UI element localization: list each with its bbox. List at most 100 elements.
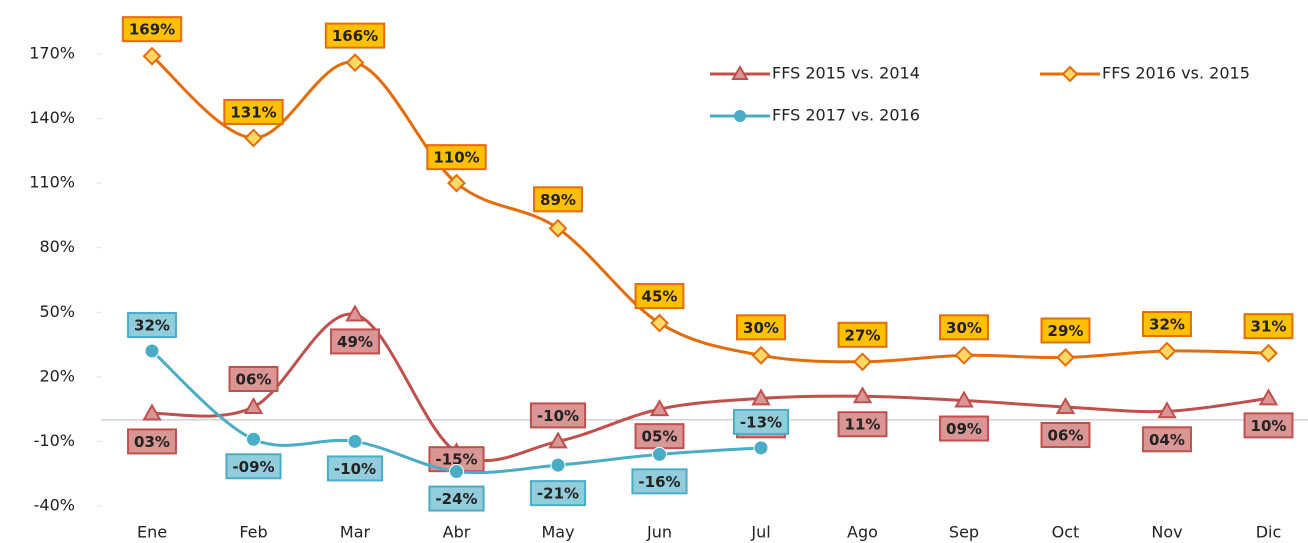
data-label-box <box>225 453 282 480</box>
data-label: 04% <box>1149 431 1185 449</box>
series <box>127 312 790 512</box>
data-label-box <box>529 480 587 507</box>
marker <box>650 313 669 333</box>
marker <box>447 173 466 193</box>
x-tick-label: Nov <box>1151 523 1182 542</box>
data-label: 27% <box>845 326 881 344</box>
x-tick-label: Mar <box>340 523 371 542</box>
data-label: -10% <box>537 407 579 425</box>
marker <box>1157 341 1177 361</box>
data-label: 45% <box>642 288 678 306</box>
marker <box>751 388 771 406</box>
marker <box>142 46 162 66</box>
data-label-box <box>736 314 786 341</box>
data-label: -16% <box>638 473 680 491</box>
marker <box>142 403 162 421</box>
data-label: 110% <box>433 149 479 167</box>
x-tick-label: Dic <box>1256 523 1282 542</box>
x-tick-label: Jul <box>750 523 770 542</box>
x-tick-label: Abr <box>443 523 471 542</box>
marker <box>347 433 363 449</box>
data-label: 30% <box>946 319 982 337</box>
x-tick-label: Ago <box>847 523 878 542</box>
data-label: 29% <box>1048 322 1084 340</box>
legend-marker <box>1061 65 1079 83</box>
data-label-box <box>1142 311 1192 338</box>
y-tick-label: 110% <box>29 173 75 192</box>
data-label: 169% <box>129 21 175 39</box>
data-label: -15% <box>435 451 477 469</box>
data-label: 06% <box>1048 426 1084 444</box>
data-label: 131% <box>230 103 276 121</box>
data-label: 30% <box>743 319 779 337</box>
y-tick-label: -10% <box>34 431 75 450</box>
y-tick-label: 20% <box>39 366 75 385</box>
data-label-box <box>939 314 989 341</box>
marker <box>548 431 568 449</box>
data-label-box <box>631 468 688 495</box>
marker <box>449 464 464 480</box>
data-label-box <box>228 365 279 392</box>
y-tick-label: 170% <box>29 44 75 63</box>
marker <box>243 396 264 414</box>
data-label: 89% <box>540 191 576 209</box>
data-label: 166% <box>332 27 378 45</box>
line <box>151 312 1269 463</box>
x-tick-label: Sep <box>949 523 979 542</box>
data-label-box <box>1040 421 1091 448</box>
series <box>127 304 1294 473</box>
marker <box>753 440 769 456</box>
marker <box>751 345 771 365</box>
marker <box>1055 396 1076 414</box>
data-label-box <box>1243 313 1294 340</box>
data-label: 03% <box>134 433 170 451</box>
marker <box>550 457 566 473</box>
data-label: 11% <box>845 416 881 434</box>
data-label-box <box>634 283 685 310</box>
data-label-box <box>529 402 587 429</box>
marker <box>246 431 261 447</box>
x-tick-label: Jun <box>646 523 672 542</box>
marker <box>1157 401 1177 419</box>
data-label: 31% <box>1251 318 1287 336</box>
data-label-box <box>634 423 685 450</box>
data-label: 49% <box>337 333 373 351</box>
y-tick-label: 140% <box>29 108 75 127</box>
y-tick-label: 50% <box>39 302 75 321</box>
data-label-box <box>428 485 485 512</box>
legend-marker <box>734 110 746 122</box>
data-label-box <box>1243 412 1294 439</box>
data-label-box <box>121 16 183 43</box>
legend-marker <box>731 65 749 80</box>
data-label-box <box>426 144 487 171</box>
data-label: -24% <box>435 490 477 508</box>
data-label-box <box>330 328 380 355</box>
marker <box>1056 348 1075 367</box>
x-tick-label: Ene <box>137 523 167 542</box>
data-label-box <box>1142 426 1192 453</box>
marker <box>548 218 568 238</box>
data-label-box <box>837 411 888 438</box>
data-label: 10% <box>1251 417 1287 435</box>
marker <box>652 446 667 462</box>
data-label-box <box>939 415 989 442</box>
legend-label: FFS 2017 vs. 2016 <box>772 106 920 125</box>
x-tick-label: Oct <box>1052 523 1080 542</box>
x-tick-label: Feb <box>239 523 267 542</box>
data-label-box <box>533 186 583 213</box>
data-label-box <box>223 98 284 125</box>
marker <box>244 128 263 148</box>
data-label-box <box>324 22 386 49</box>
line <box>151 54 1269 364</box>
marker <box>1259 343 1278 363</box>
marker <box>853 352 872 372</box>
data-label: -21% <box>537 485 579 503</box>
marker <box>954 345 974 365</box>
data-label-box <box>127 312 177 339</box>
series <box>121 16 1294 372</box>
data-label: 06% <box>236 370 272 388</box>
y-tick-label: 80% <box>39 237 75 256</box>
marker <box>1258 388 1279 406</box>
data-label-box <box>837 321 888 348</box>
